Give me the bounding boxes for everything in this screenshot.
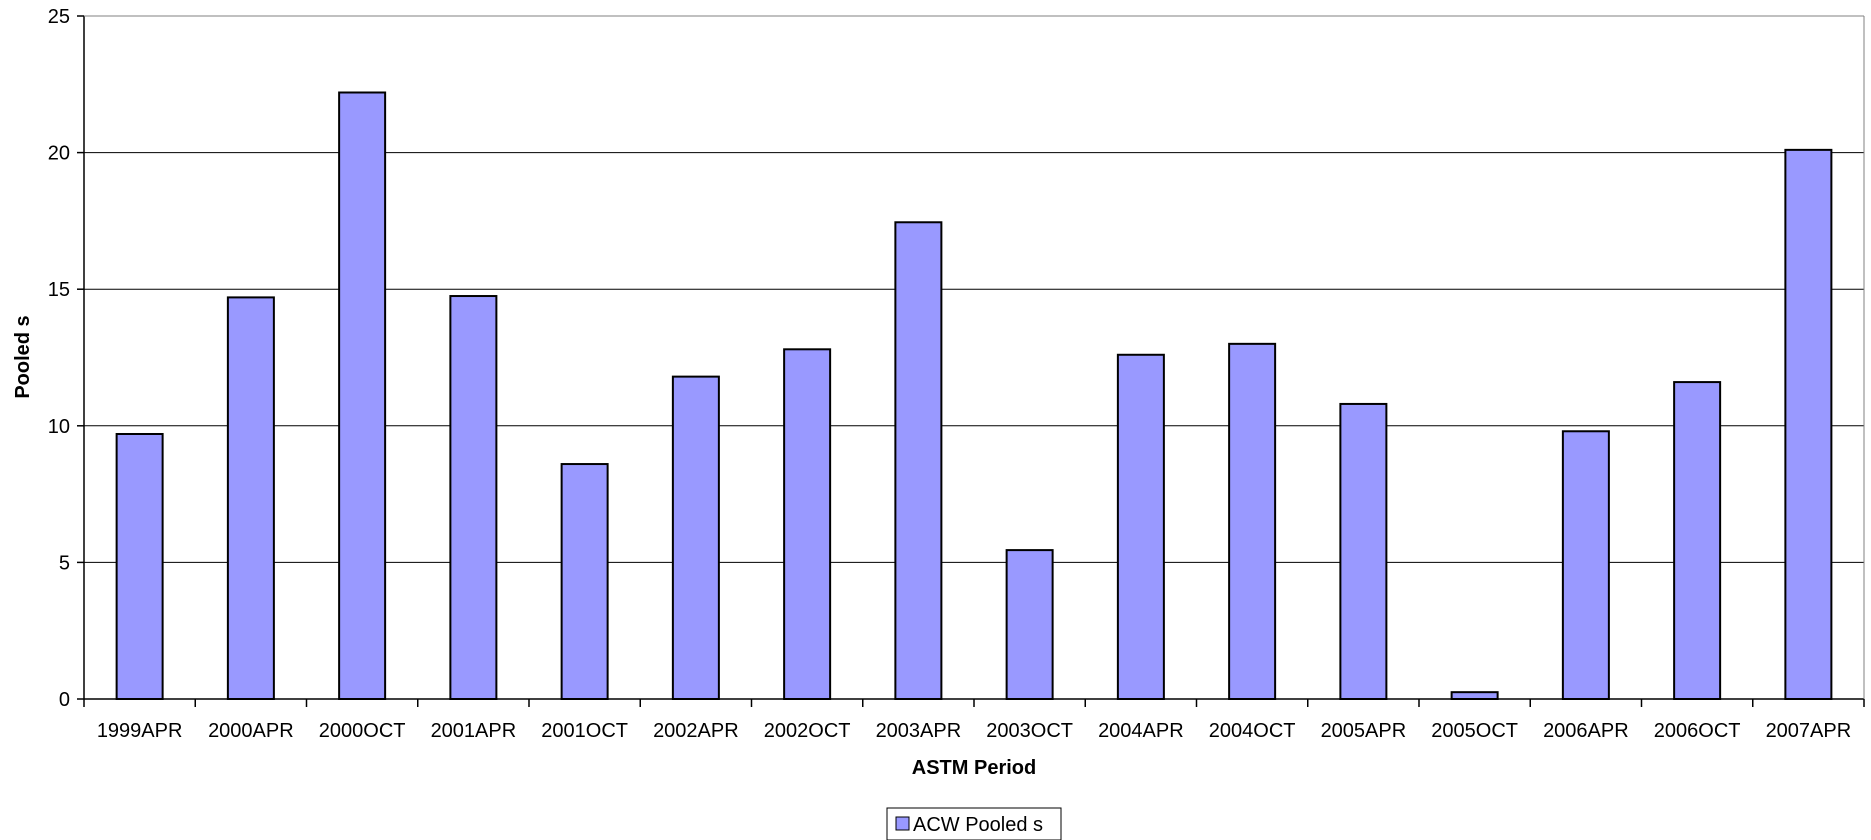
bar-2004OCT bbox=[1228, 342, 1277, 700]
bar-2000APR bbox=[226, 296, 275, 700]
x-tick-label: 2003APR bbox=[876, 720, 962, 742]
bar-2004APR bbox=[1116, 353, 1165, 700]
x-tick-label: 2004APR bbox=[1098, 720, 1184, 742]
x-tick-label: 1999APR bbox=[97, 720, 183, 742]
y-tick-label: 0 bbox=[59, 689, 70, 711]
x-tick-label: 2005APR bbox=[1321, 720, 1407, 742]
x-tick-label: 2004OCT bbox=[1209, 720, 1296, 742]
x-tick-label: 2006OCT bbox=[1654, 720, 1741, 742]
x-axis-title: ASTM Period bbox=[912, 757, 1036, 779]
x-tick-label: 2000OCT bbox=[319, 720, 406, 742]
y-axis-title: Pooled s bbox=[12, 315, 34, 398]
bar-2001APR bbox=[449, 295, 498, 700]
bar-2002OCT bbox=[783, 348, 832, 700]
legend: ACW Pooled s bbox=[886, 807, 1062, 840]
bars bbox=[115, 91, 1833, 701]
x-tick-label: 2002OCT bbox=[764, 720, 851, 742]
bar-2000OCT bbox=[338, 91, 387, 701]
x-tick-label: 2002APR bbox=[653, 720, 739, 742]
bar-2001OCT bbox=[560, 463, 609, 700]
axes bbox=[77, 15, 1865, 707]
y-tick-label: 5 bbox=[59, 552, 70, 574]
x-tick-label: 2006APR bbox=[1543, 720, 1629, 742]
bar-2003APR bbox=[894, 221, 943, 701]
y-tick-label: 20 bbox=[48, 143, 70, 165]
y-tick-labels: 0 5 10 15 20 25 bbox=[48, 6, 70, 711]
x-tick-label: 2005OCT bbox=[1431, 720, 1518, 742]
y-tick-label: 25 bbox=[48, 6, 70, 28]
bar-2005APR bbox=[1339, 402, 1388, 700]
bar-2002APR bbox=[671, 375, 720, 700]
bar-2005OCT bbox=[1450, 691, 1499, 700]
y-tick-label: 15 bbox=[48, 279, 70, 301]
bar-2006OCT bbox=[1673, 381, 1722, 700]
legend-label: ACW Pooled s bbox=[913, 814, 1043, 836]
legend-box bbox=[886, 807, 1062, 840]
bar-2003OCT bbox=[1005, 549, 1054, 701]
bar-1999APR bbox=[115, 432, 164, 700]
bar-2007APR bbox=[1784, 148, 1833, 701]
y-tick-label: 10 bbox=[48, 416, 70, 438]
x-tick-label: 2007APR bbox=[1766, 720, 1852, 742]
legend-swatch bbox=[895, 816, 910, 831]
x-tick-label: 2003OCT bbox=[986, 720, 1073, 742]
x-tick-labels: 1999APR 2000APR 2000OCT 2001APR 2001OCT 2002A… bbox=[97, 720, 1851, 742]
x-tick-label: 2000APR bbox=[208, 720, 294, 742]
x-tick-label: 2001APR bbox=[431, 720, 517, 742]
bar-2006APR bbox=[1561, 430, 1610, 700]
x-tick-label: 2001OCT bbox=[541, 720, 628, 742]
